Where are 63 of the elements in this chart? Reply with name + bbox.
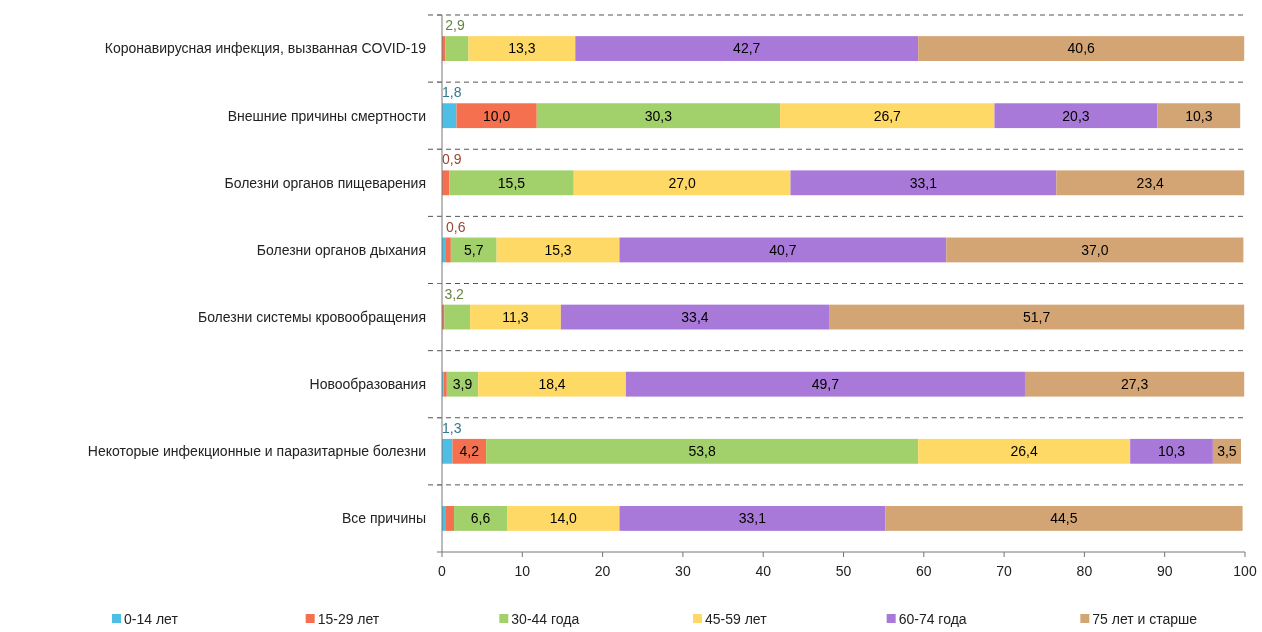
- data-label: 40,6: [1067, 40, 1096, 57]
- data-label: 10,3: [1157, 443, 1186, 460]
- data-label: 26,7: [873, 107, 902, 124]
- data-label: 0,6: [446, 218, 466, 235]
- x-tick-label: 60: [916, 563, 932, 579]
- data-label: 42,7: [733, 40, 761, 57]
- legend-label: 15-29 лет: [317, 611, 380, 627]
- y-tick-label: Все причины: [341, 510, 426, 527]
- data-label: 10,0: [482, 107, 511, 124]
- x-tick-label: 0: [438, 563, 447, 579]
- data-label: 4,2: [459, 443, 480, 460]
- legend-label: 45-59 лет: [705, 611, 768, 627]
- data-label: 14,0: [549, 510, 578, 527]
- data-label: 11,3: [502, 308, 529, 325]
- data-label: 5,7: [463, 241, 484, 258]
- data-label: 26,4: [1010, 443, 1039, 460]
- x-tick-label: 70: [996, 563, 1013, 579]
- data-label: 1,3: [442, 419, 462, 436]
- data-label: 10,3: [1185, 107, 1213, 124]
- data-label: 30,3: [644, 107, 673, 124]
- legend-label: 30-44 года: [511, 611, 580, 627]
- x-tick-label: 20: [594, 563, 611, 579]
- y-tick-label: Внешние причины смертности: [227, 107, 426, 124]
- y-tick-label: Коронавирусная инфекция, вызванная COVID-19: [104, 40, 427, 57]
- y-tick-label: Болезни системы кровообращения: [197, 308, 426, 325]
- data-label: 33,4: [681, 308, 709, 325]
- data-label: 44,5: [1050, 510, 1078, 527]
- data-label: 27,3: [1120, 376, 1149, 393]
- data-label: 20,3: [1062, 107, 1090, 124]
- y-tick-label: Болезни органов дыхания: [256, 241, 426, 258]
- data-label: 51,7: [1023, 308, 1051, 325]
- data-label: 33,1: [738, 510, 767, 527]
- data-label: 23,4: [1136, 174, 1165, 191]
- data-label: 53,8: [688, 443, 717, 460]
- x-tick-label: 50: [835, 563, 852, 579]
- x-tick-label: 30: [675, 563, 691, 579]
- data-label: 2,9: [445, 17, 465, 34]
- x-tick-label: 40: [755, 563, 772, 579]
- y-tick-label: Болезни органов пищеварения: [224, 174, 426, 191]
- data-label: 1,8: [442, 84, 462, 101]
- data-label: 3,9: [452, 376, 473, 393]
- data-label: 0,9: [442, 151, 462, 168]
- data-label: 37,0: [1081, 241, 1109, 258]
- y-tick-label: Некоторые инфекционные и паразитарные болезни: [87, 443, 426, 460]
- legend-label: 75 лет и старше: [1092, 611, 1198, 627]
- x-tick-label: 10: [514, 563, 531, 579]
- data-label: 33,1: [909, 174, 938, 191]
- data-label: 15,5: [497, 174, 526, 191]
- legend-label: 60-74 года: [898, 611, 967, 627]
- data-label: 27,0: [668, 174, 696, 191]
- data-label: 3,2: [444, 285, 465, 302]
- legend-label: 0-14 лет: [124, 611, 179, 627]
- x-tick-label: 100: [1233, 563, 1257, 579]
- data-label: 3,5: [1217, 443, 1237, 460]
- x-tick-label: 80: [1076, 563, 1093, 579]
- data-label: 6,6: [470, 510, 491, 527]
- data-label: 18,4: [538, 376, 566, 393]
- data-label: 40,7: [769, 241, 797, 258]
- data-label: 13,3: [508, 40, 536, 57]
- x-tick-label: 90: [1156, 563, 1173, 579]
- data-label: 49,7: [811, 376, 840, 393]
- y-tick-label: Новообразования: [309, 376, 426, 393]
- data-label: 15,3: [544, 241, 572, 258]
